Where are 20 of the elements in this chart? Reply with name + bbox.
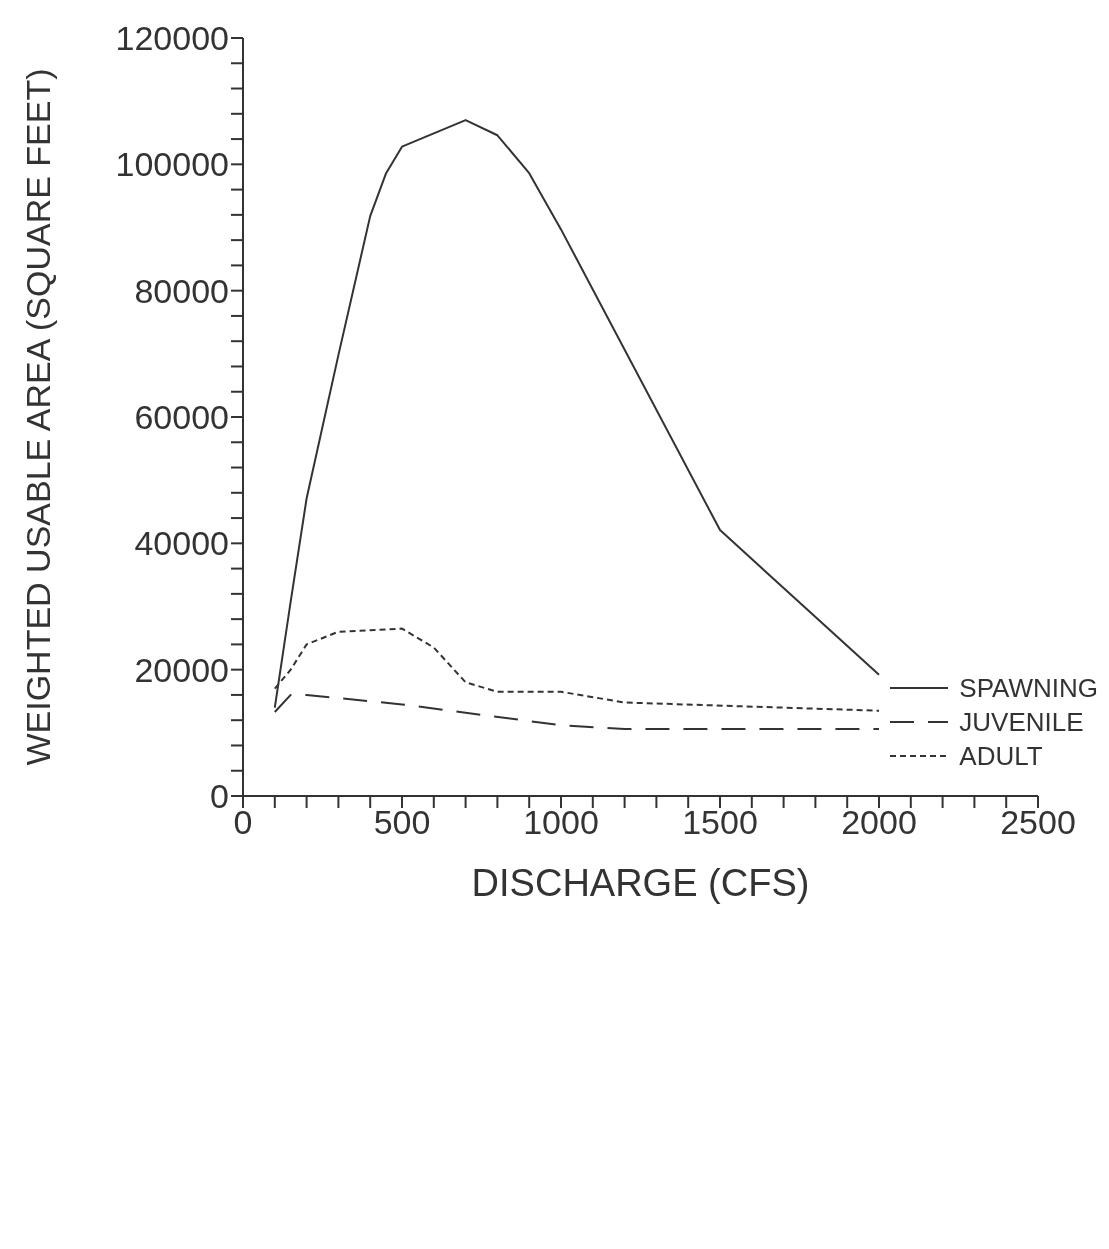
legend-label: ADULT xyxy=(959,740,1043,773)
x-tick-label: 2500 xyxy=(1000,803,1076,842)
x-tick-label: 500 xyxy=(373,803,431,842)
x-axis-title: DISCHARGE (CFS) xyxy=(471,862,810,904)
y-tick-label: 100000 xyxy=(115,145,229,184)
x-tick-label: 1500 xyxy=(682,803,758,842)
y-tick-label: 40000 xyxy=(134,524,229,563)
y-tick-label: 120000 xyxy=(115,19,229,58)
y-tick-label: 60000 xyxy=(134,398,229,437)
line-series xyxy=(273,693,880,731)
x-tick-label: 0 xyxy=(233,803,253,842)
y-axis-title: WEIGHTED USABLE AREA (SQUARE FEET) xyxy=(19,68,58,766)
legend-label: SPAWNING xyxy=(959,672,1098,705)
y-tick-label: 80000 xyxy=(134,271,229,310)
y-tick-label: 0 xyxy=(210,777,229,816)
x-tick-label: 2000 xyxy=(841,803,917,842)
x-tick-label: 1000 xyxy=(523,803,599,842)
legend-label: JUVENILE xyxy=(959,706,1084,739)
y-tick-label: 20000 xyxy=(134,650,229,689)
line-series xyxy=(273,119,880,709)
